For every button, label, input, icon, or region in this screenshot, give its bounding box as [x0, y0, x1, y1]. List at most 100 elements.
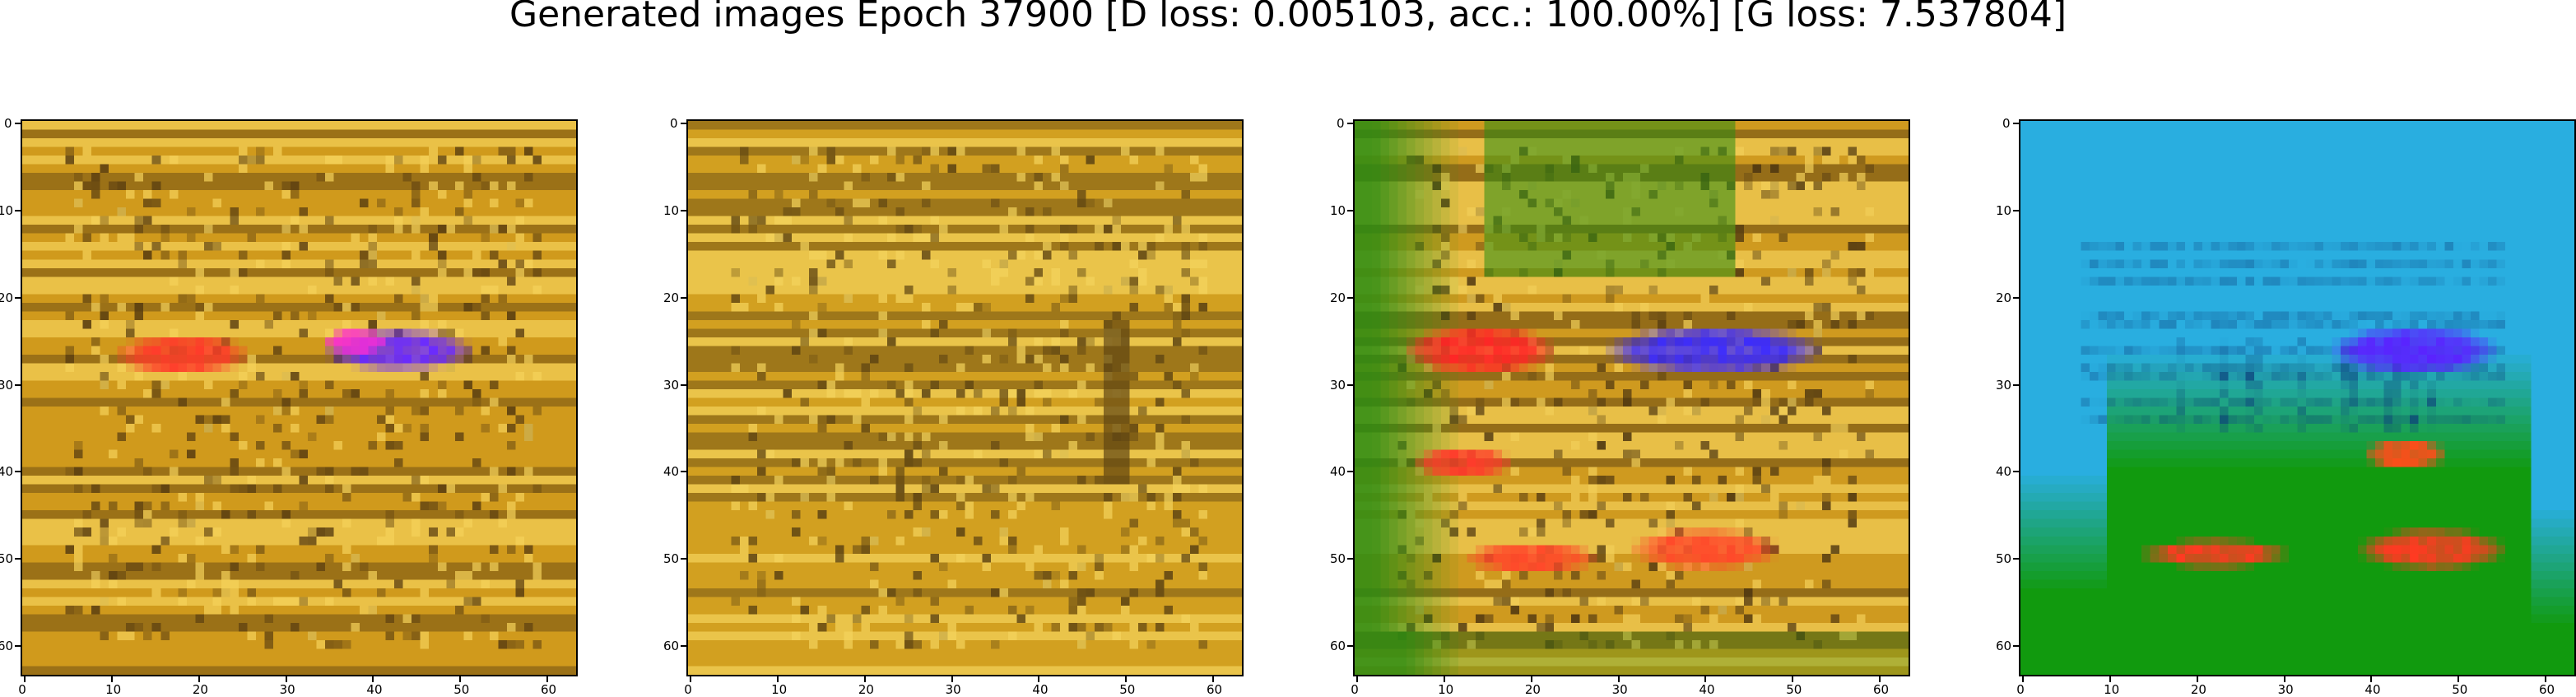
y-tick-mark: [681, 383, 686, 386]
x-tick-mark: [1125, 676, 1128, 682]
y-tick-label: 60: [1330, 638, 1346, 653]
y-tick-mark: [681, 644, 686, 647]
x-tick-mark: [1444, 676, 1446, 682]
x-tick-label: 60: [540, 682, 557, 697]
y-tick-label: 20: [1996, 290, 2012, 305]
y-tick-mark: [681, 296, 686, 299]
x-tick-mark: [2370, 676, 2373, 682]
generated-image-1: [21, 119, 578, 676]
x-tick-label: 0: [684, 682, 692, 697]
y-tick-mark: [15, 471, 21, 473]
x-tick-mark: [1038, 676, 1040, 682]
x-tick-mark: [2196, 676, 2198, 682]
x-tick-label: 10: [771, 682, 788, 697]
x-tick-label: 50: [1119, 682, 1136, 697]
x-tick-label: 50: [453, 682, 470, 697]
image-canvas: [688, 121, 1242, 675]
y-tick-label: 60: [663, 638, 680, 653]
y-tick-mark: [15, 210, 21, 212]
x-tick-label: 50: [2452, 682, 2468, 697]
x-tick-label: 10: [1438, 682, 1454, 697]
x-tick-label: 0: [1351, 682, 1359, 697]
x-tick-label: 60: [1872, 682, 1890, 697]
x-tick-mark: [1356, 676, 1359, 682]
y-tick-mark: [1347, 296, 1353, 299]
x-tick-mark: [2457, 676, 2460, 682]
y-tick-label: 20: [1330, 290, 1346, 305]
image-canvas: [2020, 121, 2574, 675]
x-tick-mark: [285, 676, 287, 682]
y-tick-label: 10: [1330, 203, 1346, 219]
x-tick-mark: [777, 676, 779, 682]
x-tick-mark: [1704, 676, 1707, 682]
y-tick-label: 30: [663, 377, 680, 393]
x-tick-label: 10: [105, 682, 122, 697]
y-tick-label: 40: [663, 464, 680, 480]
y-tick-mark: [681, 210, 686, 212]
y-tick-label: 50: [0, 551, 14, 567]
x-tick-label: 40: [366, 682, 383, 697]
x-tick-label: 20: [2190, 682, 2206, 697]
y-tick-mark: [15, 123, 21, 125]
x-tick-mark: [951, 676, 953, 682]
x-tick-mark: [372, 676, 374, 682]
x-tick-label: 20: [192, 682, 208, 697]
y-tick-label: 60: [0, 638, 14, 653]
y-tick-label: 0: [4, 116, 12, 132]
y-tick-mark: [681, 123, 686, 125]
y-tick-label: 40: [1996, 464, 2012, 480]
y-tick-mark: [15, 296, 21, 299]
x-tick-mark: [546, 676, 548, 682]
image-canvas: [1355, 121, 1909, 675]
y-tick-label: 20: [0, 290, 14, 305]
y-tick-label: 10: [663, 203, 680, 219]
y-tick-mark: [681, 558, 686, 560]
x-tick-label: 40: [1699, 682, 1715, 697]
y-tick-mark: [2013, 123, 2019, 125]
x-tick-label: 50: [1786, 682, 1802, 697]
x-tick-mark: [459, 676, 462, 682]
y-tick-label: 0: [1337, 116, 1345, 132]
x-tick-label: 10: [2104, 682, 2120, 697]
x-tick-mark: [1878, 676, 1881, 682]
image-canvas: [22, 121, 576, 675]
x-tick-mark: [2283, 676, 2285, 682]
x-tick-label: 60: [1206, 682, 1223, 697]
y-tick-mark: [15, 644, 21, 647]
y-tick-label: 60: [1996, 638, 2012, 653]
y-tick-label: 0: [670, 116, 678, 132]
x-tick-label: 40: [2364, 682, 2381, 697]
figure-title: Generated images Epoch 37900 [D loss: 0.…: [509, 0, 2067, 35]
x-tick-label: 0: [2016, 682, 2025, 697]
y-tick-label: 50: [663, 551, 680, 567]
y-tick-mark: [2013, 471, 2019, 473]
y-tick-label: 0: [2002, 116, 2011, 132]
x-tick-label: 20: [1524, 682, 1541, 697]
y-tick-mark: [2013, 558, 2019, 560]
y-tick-label: 10: [1996, 203, 2012, 219]
y-tick-label: 40: [0, 464, 14, 480]
x-tick-label: 60: [2538, 682, 2555, 697]
y-tick-mark: [2013, 644, 2019, 647]
y-tick-mark: [1347, 558, 1353, 560]
generated-image-4: [2019, 119, 2576, 676]
x-tick-label: 30: [1611, 682, 1628, 697]
y-tick-mark: [1347, 644, 1353, 647]
y-tick-mark: [1347, 123, 1353, 125]
x-tick-mark: [690, 676, 692, 682]
x-tick-mark: [1530, 676, 1532, 682]
y-tick-mark: [1347, 210, 1353, 212]
x-tick-label: 20: [858, 682, 874, 697]
y-tick-label: 30: [1996, 377, 2012, 393]
x-tick-mark: [24, 676, 26, 682]
x-tick-mark: [2544, 676, 2546, 682]
x-tick-mark: [863, 676, 866, 682]
y-tick-mark: [2013, 383, 2019, 386]
y-tick-label: 50: [1996, 551, 2012, 567]
x-tick-mark: [1211, 676, 1214, 682]
y-tick-label: 20: [663, 290, 680, 305]
y-tick-label: 10: [0, 203, 14, 219]
x-tick-mark: [2022, 676, 2025, 682]
x-tick-label: 30: [945, 682, 961, 697]
generated-image-2: [686, 119, 1244, 676]
